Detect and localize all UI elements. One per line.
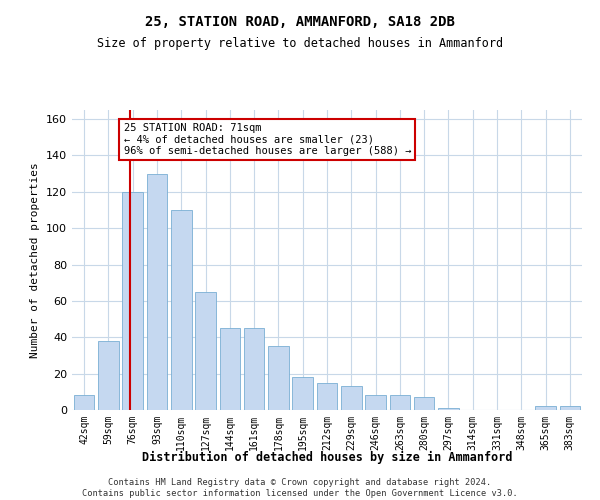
Text: Distribution of detached houses by size in Ammanford: Distribution of detached houses by size …	[142, 451, 512, 464]
Bar	[317, 382, 337, 410]
Bar	[365, 396, 386, 410]
Bar	[341, 386, 362, 410]
Bar	[535, 406, 556, 410]
Bar	[220, 328, 240, 410]
Bar	[98, 341, 119, 410]
Text: 25 STATION ROAD: 71sqm
← 4% of detached houses are smaller (23)
96% of semi-deta: 25 STATION ROAD: 71sqm ← 4% of detached …	[124, 122, 411, 156]
Text: Size of property relative to detached houses in Ammanford: Size of property relative to detached ho…	[97, 38, 503, 51]
Bar	[292, 378, 313, 410]
Bar	[414, 398, 434, 410]
Bar	[389, 396, 410, 410]
Text: 25, STATION ROAD, AMMANFORD, SA18 2DB: 25, STATION ROAD, AMMANFORD, SA18 2DB	[145, 15, 455, 29]
Bar	[268, 346, 289, 410]
Bar	[195, 292, 216, 410]
Bar	[122, 192, 143, 410]
Bar	[74, 396, 94, 410]
Bar	[171, 210, 191, 410]
Text: Contains HM Land Registry data © Crown copyright and database right 2024.
Contai: Contains HM Land Registry data © Crown c…	[82, 478, 518, 498]
Bar	[146, 174, 167, 410]
Y-axis label: Number of detached properties: Number of detached properties	[31, 162, 40, 358]
Bar	[560, 406, 580, 410]
Bar	[244, 328, 265, 410]
Bar	[438, 408, 459, 410]
